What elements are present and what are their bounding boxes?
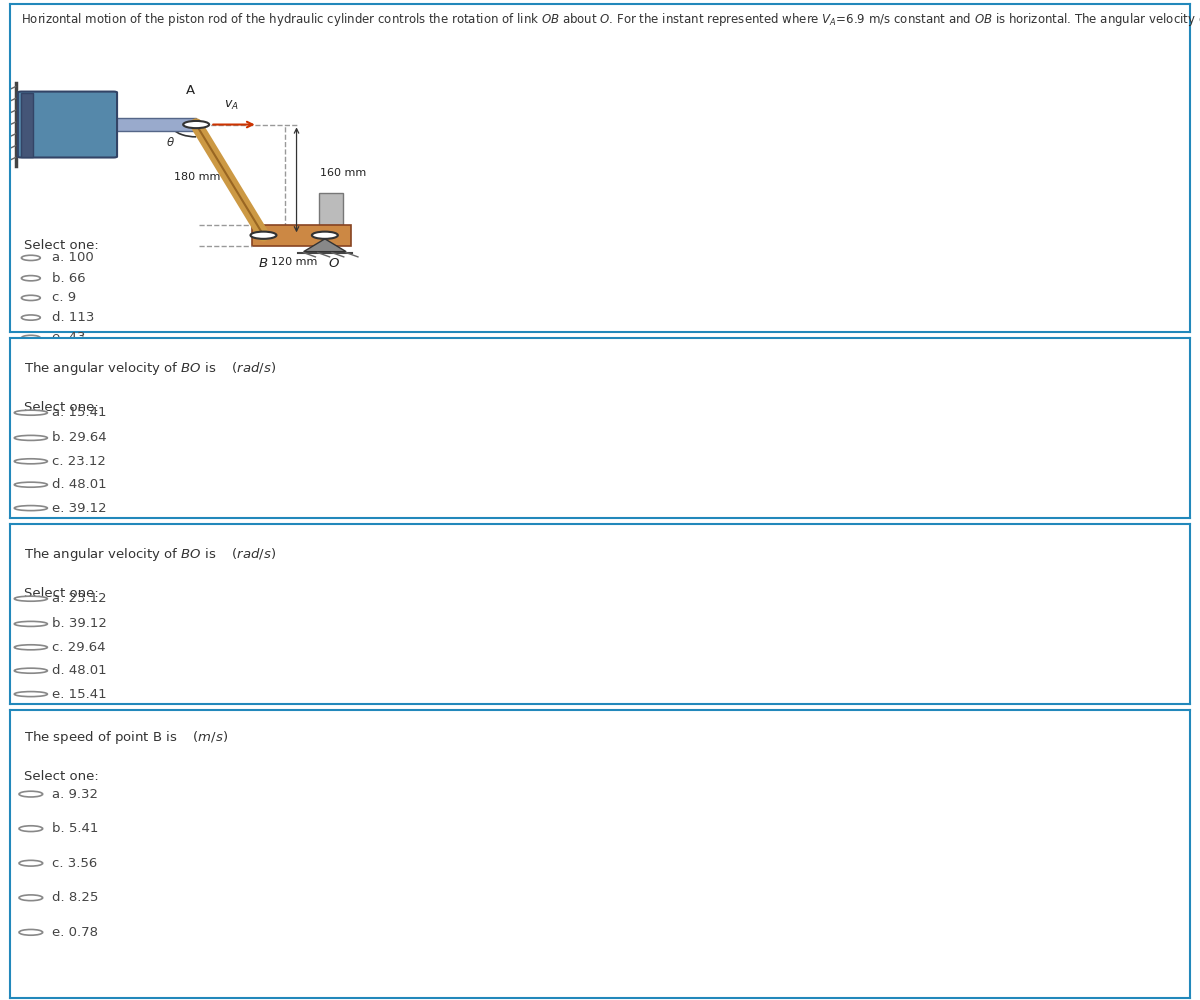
Text: c. 9: c. 9 <box>52 291 77 304</box>
Text: $v_A$: $v_A$ <box>224 99 239 112</box>
Circle shape <box>19 929 43 935</box>
Circle shape <box>14 506 47 511</box>
Circle shape <box>184 121 209 128</box>
FancyBboxPatch shape <box>22 93 34 157</box>
Text: b. 5.41: b. 5.41 <box>52 822 98 835</box>
Polygon shape <box>304 239 346 252</box>
Text: $\it{B}$: $\it{B}$ <box>258 257 269 270</box>
Text: e. 39.12: e. 39.12 <box>52 502 107 515</box>
Circle shape <box>14 435 47 440</box>
Circle shape <box>22 315 41 320</box>
Text: d. 48.01: d. 48.01 <box>52 664 107 677</box>
Circle shape <box>22 276 41 281</box>
Text: b. 29.64: b. 29.64 <box>52 431 107 444</box>
Text: e. 0.78: e. 0.78 <box>52 926 98 939</box>
Text: A: A <box>186 84 194 97</box>
Text: 160 mm: 160 mm <box>320 168 366 178</box>
Text: $\it{O}$: $\it{O}$ <box>329 257 341 270</box>
Circle shape <box>14 692 47 697</box>
Text: The speed of point B is    $(m/s)$: The speed of point B is $(m/s)$ <box>24 729 228 746</box>
Text: The angular velocity of $\it{BO}$ is    $(rad/s)$: The angular velocity of $\it{BO}$ is $(r… <box>24 546 276 563</box>
Text: The angular velocity of $\it{BO}$ is    $(rad/s)$: The angular velocity of $\it{BO}$ is $(r… <box>24 360 276 377</box>
Text: b. 39.12: b. 39.12 <box>52 617 107 630</box>
Text: e. 43: e. 43 <box>52 331 85 344</box>
Text: a. 23.12: a. 23.12 <box>52 592 107 605</box>
Circle shape <box>14 459 47 464</box>
Text: Select one:: Select one: <box>24 239 98 252</box>
Circle shape <box>19 895 43 901</box>
Text: c. 29.64: c. 29.64 <box>52 641 106 654</box>
Circle shape <box>14 668 47 673</box>
Text: c. 3.56: c. 3.56 <box>52 857 97 870</box>
Circle shape <box>14 621 47 626</box>
Circle shape <box>14 596 47 601</box>
Circle shape <box>19 791 43 797</box>
Text: 180 mm: 180 mm <box>174 172 220 182</box>
Text: d. 48.01: d. 48.01 <box>52 478 107 491</box>
Circle shape <box>312 232 338 239</box>
Text: a. 15.41: a. 15.41 <box>52 406 107 419</box>
Circle shape <box>22 335 41 341</box>
Text: d. 113: d. 113 <box>52 311 95 324</box>
Text: a. 9.32: a. 9.32 <box>52 788 98 801</box>
Text: Select one:: Select one: <box>24 587 98 600</box>
FancyBboxPatch shape <box>18 92 118 158</box>
Text: b. 66: b. 66 <box>52 272 85 285</box>
Text: d. 8.25: d. 8.25 <box>52 891 98 904</box>
Circle shape <box>14 410 47 415</box>
Text: θ: θ <box>167 136 174 149</box>
Circle shape <box>22 295 41 301</box>
Circle shape <box>251 232 276 239</box>
FancyBboxPatch shape <box>252 225 350 246</box>
FancyBboxPatch shape <box>114 118 196 131</box>
Text: Select one:: Select one: <box>24 770 98 783</box>
Circle shape <box>19 826 43 832</box>
Text: c. 23.12: c. 23.12 <box>52 455 106 468</box>
Circle shape <box>14 482 47 487</box>
Circle shape <box>19 860 43 866</box>
Text: 120 mm: 120 mm <box>271 257 317 267</box>
Text: Select one:: Select one: <box>24 401 98 414</box>
Circle shape <box>22 255 41 260</box>
Text: e. 15.41: e. 15.41 <box>52 688 107 701</box>
Circle shape <box>14 645 47 650</box>
Text: Horizontal motion of the piston rod of the hydraulic cylinder controls the rotat: Horizontal motion of the piston rod of t… <box>22 11 1200 28</box>
Text: a. 100: a. 100 <box>52 251 94 264</box>
FancyBboxPatch shape <box>319 193 342 225</box>
